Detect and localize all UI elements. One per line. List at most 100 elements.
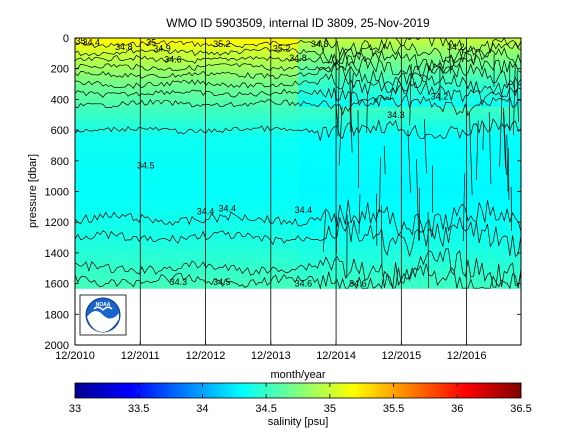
field-band <box>75 209 298 213</box>
field-band <box>75 116 298 119</box>
field-band <box>75 269 298 272</box>
field-band <box>75 286 298 289</box>
field-band <box>75 110 298 113</box>
field-band <box>75 166 298 170</box>
field-band <box>75 61 298 64</box>
field-band <box>75 85 298 88</box>
field-band <box>75 285 298 288</box>
contour-label: 34.3 <box>170 277 188 287</box>
field-band <box>298 143 521 147</box>
field-band <box>298 87 521 90</box>
field-band <box>75 252 298 256</box>
field-band <box>75 216 298 219</box>
salinity-contours <box>75 38 521 290</box>
field-band <box>75 151 298 154</box>
field-band <box>75 87 298 90</box>
field-band <box>75 239 298 242</box>
contour-line <box>75 38 521 57</box>
contour-line <box>409 63 412 126</box>
field-band <box>75 133 298 136</box>
colorbar-tick-label: 36 <box>451 403 463 415</box>
contour-line <box>482 122 484 151</box>
field-band <box>298 232 521 236</box>
contour-line <box>508 148 510 200</box>
field-band <box>75 232 298 236</box>
field-band <box>298 193 521 196</box>
field-band <box>298 262 521 265</box>
contour-line <box>407 129 411 193</box>
field-band <box>298 208 521 211</box>
field-band <box>75 148 298 151</box>
field-band <box>298 231 521 234</box>
field-band <box>75 283 298 286</box>
field-band <box>298 259 521 262</box>
field-band <box>298 203 521 206</box>
colorbar-tick-label: 34.5 <box>255 403 276 415</box>
field-band <box>298 225 521 228</box>
field-band <box>75 80 298 84</box>
field-band <box>75 96 298 99</box>
field-band <box>298 68 521 71</box>
field-band <box>298 67 521 70</box>
field-band <box>75 56 298 59</box>
field-band <box>75 170 298 173</box>
y-tick-label: 1800 <box>45 309 69 321</box>
contour-line <box>503 107 507 175</box>
contour-label: 35 <box>146 38 156 48</box>
field-band <box>298 47 521 50</box>
field-band <box>298 211 521 214</box>
field-band <box>75 39 298 42</box>
field-band <box>75 127 298 130</box>
field-band <box>75 217 298 220</box>
contour-line <box>75 94 521 117</box>
field-band <box>298 93 521 96</box>
field-band <box>298 179 521 182</box>
field-band <box>298 56 521 59</box>
field-band <box>298 100 521 104</box>
field-band <box>75 282 298 285</box>
contour-line <box>462 173 466 242</box>
field-band <box>75 223 298 226</box>
field-band <box>298 113 521 116</box>
contour-label: 34.8 <box>289 53 307 63</box>
colorbar: 33 33.5 34 34.5 35 35.5 36 36.5 salinity [psu] <box>69 382 532 428</box>
field-band <box>298 222 521 225</box>
x-tick-label: 12/2011 <box>121 350 160 362</box>
field-band <box>298 44 521 47</box>
x-tick-label: 12/2013 <box>251 350 291 362</box>
field-band <box>298 150 521 153</box>
field-band <box>75 94 298 97</box>
field-band <box>298 209 521 213</box>
field-band <box>75 64 298 67</box>
field-band <box>298 140 521 143</box>
field-band <box>298 38 521 41</box>
field-band <box>75 246 298 249</box>
field-band <box>75 153 298 156</box>
x-axis: 12/2010 12/2011 12/2012 12/2013 12/2014 12/20… <box>55 341 486 362</box>
field-band <box>75 226 298 229</box>
y-tick-label: 1400 <box>45 248 69 260</box>
colorbar-tick-label: 34 <box>196 403 208 415</box>
field-band <box>75 160 298 163</box>
field-band <box>75 108 298 111</box>
x-tick-label: 12/2012 <box>186 350 226 362</box>
field-band <box>298 265 521 268</box>
field-band <box>298 268 521 271</box>
field-band <box>298 137 521 140</box>
field-band <box>298 91 521 94</box>
field-band <box>298 242 521 245</box>
field-band <box>298 153 521 156</box>
field-band <box>75 50 298 53</box>
field-band <box>75 79 298 82</box>
field-band <box>298 104 521 107</box>
field-band <box>298 96 521 99</box>
field-band <box>298 42 521 45</box>
field-band <box>75 150 298 153</box>
contour-label: 35.2 <box>213 39 231 49</box>
field-band <box>75 205 298 208</box>
contour-line <box>349 71 353 153</box>
field-band <box>75 162 298 165</box>
field-band <box>75 44 298 47</box>
